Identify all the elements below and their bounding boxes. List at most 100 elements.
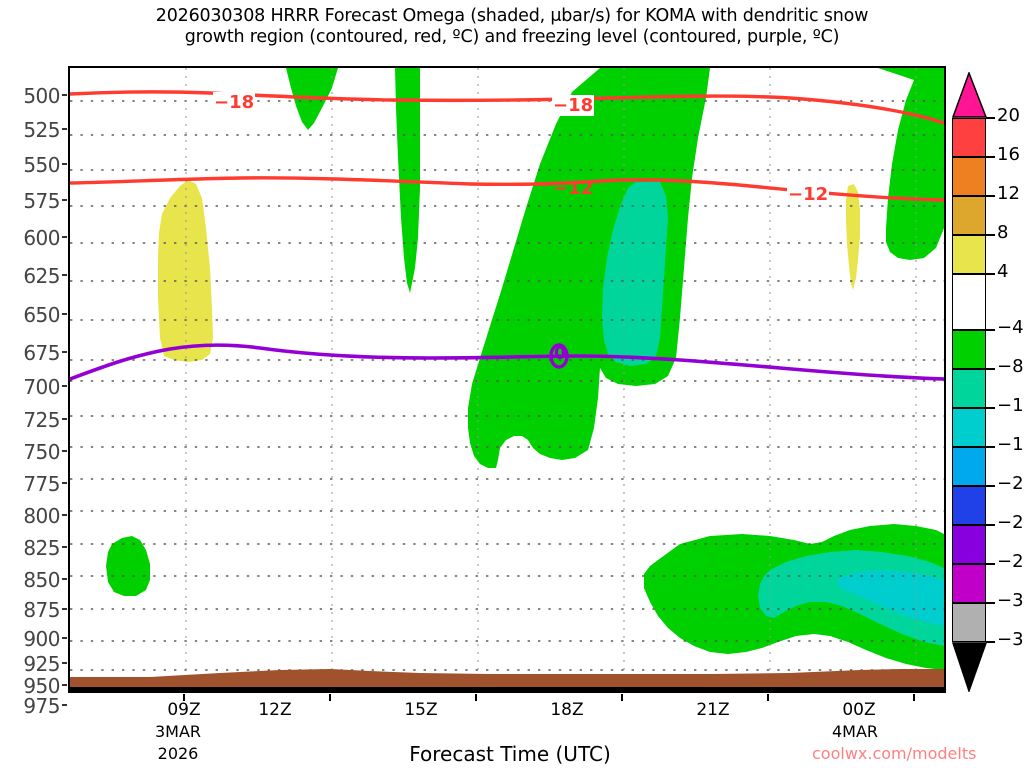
y-axis-tick: [62, 684, 67, 686]
chart-plot-area: −18 −18 −12 −12 0: [68, 66, 946, 693]
y-axis-label-750: 750: [23, 440, 60, 464]
colorbar-tick: [986, 156, 995, 158]
colorbar-band-12: [952, 196, 986, 235]
y-axis-tick: [62, 662, 67, 664]
y-axis-label-525: 525: [23, 118, 60, 142]
y-axis-label-725: 725: [23, 408, 60, 432]
colorbar-tick: [986, 446, 995, 448]
title-line-1: 2026030308 HRRR Forecast Omega (shaded, …: [155, 6, 869, 26]
x-axis-tick: [183, 694, 185, 701]
red-contour-minus18: [70, 90, 944, 125]
title-line-2: growth region (contoured, red, ºC) and f…: [184, 27, 840, 47]
y-axis-tick: [62, 351, 67, 353]
y-axis-label-600: 600: [23, 226, 60, 250]
x-axis-tick: [621, 694, 623, 701]
x-axis-label-00Z: 00Z: [842, 700, 876, 720]
colorbar-band-minus24: [952, 525, 986, 564]
colorbar-tick: [986, 407, 995, 409]
y-axis-label-950: 950: [23, 674, 60, 698]
y-axis-label-800: 800: [23, 504, 60, 528]
y-axis-label-825: 825: [23, 536, 60, 560]
colorbar-tick: [986, 195, 995, 197]
colorbar-tick: [986, 329, 995, 331]
shaded-region-cyan-low-level-right: [838, 570, 944, 626]
x-axis-tick: [329, 694, 331, 701]
x-axis-date-4MAR: 4MAR: [831, 722, 879, 741]
colorbar-band-minus32: [952, 603, 986, 642]
y-axis-label-875: 875: [23, 598, 60, 622]
x-axis-date-3MAR: 3MAR: [154, 722, 202, 741]
y-axis-label-775: 775: [23, 472, 60, 496]
x-axis-label-09Z: 09Z: [167, 700, 201, 720]
y-axis-tick: [62, 546, 67, 548]
x-axis-year: 2026: [157, 744, 199, 763]
terrain-band: [70, 669, 944, 691]
colorbar-label-minus24: −24: [997, 512, 1024, 533]
colorbar-label-minus12: −12: [997, 395, 1024, 416]
colorbar-label-minus28: −28: [997, 551, 1024, 572]
colorbar-tick: [986, 234, 995, 236]
shaded-region-green-right-upper: [878, 68, 944, 260]
purple-contour-label-ring: [549, 343, 569, 369]
y-axis-label-900: 900: [23, 627, 60, 651]
y-axis-label-550: 550: [23, 153, 60, 177]
x-axis-label-15Z: 15Z: [404, 700, 438, 720]
grid-horizontal: [70, 100, 944, 671]
colorbar-band-20: [952, 118, 986, 157]
x-axis-tick: [913, 694, 915, 701]
colorbar-label-4: 4: [997, 261, 1009, 282]
y-axis-tick: [62, 313, 67, 315]
colorbar-band-minus8: [952, 369, 986, 408]
colorbar-tick: [986, 641, 995, 643]
colorbar-band-minus16: [952, 447, 986, 486]
colorbar-label-8: 8: [997, 222, 1009, 243]
colorbar-tick: [986, 368, 995, 370]
colorbar-band-minus28: [952, 564, 986, 603]
x-axis-tick: [767, 694, 769, 701]
y-axis-label-975: 975: [23, 694, 60, 718]
y-axis-label-500: 500: [23, 84, 60, 108]
colorbar-band-minus4: [952, 330, 986, 369]
y-axis-tick: [62, 274, 67, 276]
y-axis-tick: [62, 608, 67, 610]
colorbar-label-minus16: −16: [997, 434, 1024, 455]
y-axis-label-575: 575: [23, 189, 60, 213]
shaded-region-yellow-plume-left: [158, 180, 213, 362]
colorbar-band-minus12: [952, 408, 986, 447]
colorbar-label-minus4: −4: [997, 317, 1024, 338]
colorbar-label-minus8: −8: [997, 356, 1024, 377]
colorbar-band-8: [952, 235, 986, 274]
page-title: 2026030308 HRRR Forecast Omega (shaded, …: [0, 6, 1024, 48]
y-axis-tick: [62, 482, 67, 484]
y-axis-tick: [62, 578, 67, 580]
y-axis-tick: [62, 514, 67, 516]
colorbar-band-16: [952, 157, 986, 196]
colorbar-tick: [986, 563, 995, 565]
y-axis-tick: [62, 704, 67, 706]
y-axis-label-675: 675: [23, 341, 60, 365]
shaded-region-yellow-sliver-00Z: [846, 184, 860, 290]
red-contour-label-minus18-right: −18: [552, 95, 595, 116]
y-axis-tick: [62, 450, 67, 452]
purple-contour-label-zero: 0: [554, 344, 566, 364]
red-contour-label-minus12-left: −12: [553, 178, 594, 199]
colorbar-tick: [986, 117, 995, 119]
y-axis-tick: [62, 385, 67, 387]
watermark-link[interactable]: coolwx.com/modelts: [812, 744, 977, 763]
colorbar-tick: [986, 273, 995, 275]
colorbar-label-20: 20: [997, 105, 1020, 126]
x-axis-tick: [475, 694, 477, 701]
colorbar-tick: [986, 485, 995, 487]
y-axis-tick: [62, 128, 67, 130]
y-axis-label-650: 650: [23, 303, 60, 327]
colorbar-bottom-arrow: [952, 642, 988, 692]
colorbar-label-12: 12: [997, 183, 1020, 204]
chart-svg: [70, 68, 944, 691]
purple-contour-freezing-level: [70, 343, 944, 381]
colorbar-band-minus20: [952, 486, 986, 525]
shaded-region-teal-core: [602, 182, 668, 366]
colorbar-tick: [986, 602, 995, 604]
y-axis-tick: [62, 199, 67, 201]
shaded-region-green-main-plume: [468, 68, 710, 468]
y-axis-tick: [62, 637, 67, 639]
